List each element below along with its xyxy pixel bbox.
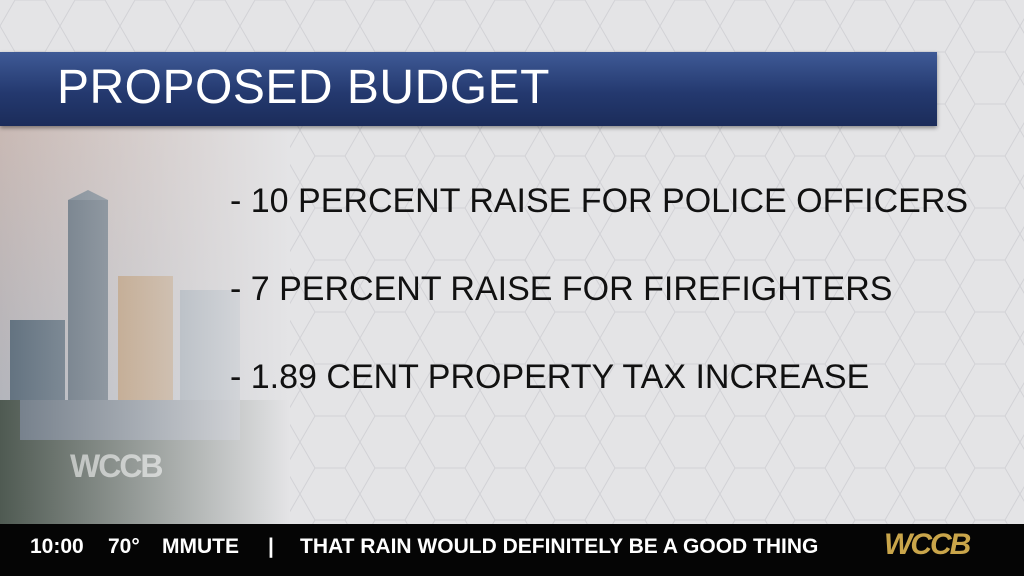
ticker-time: 10:00: [30, 535, 84, 558]
ticker-bar: [0, 524, 1024, 576]
bullet: - 1.89 CENT PROPERTY TAX INCREASE: [230, 358, 870, 396]
watermark: WCCB: [70, 448, 164, 484]
bullet: - 10 PERCENT RAISE FOR POLICE OFFICERS: [230, 182, 969, 220]
ticker-separator: |: [268, 535, 274, 558]
ticker-headline: THAT RAIN WOULD DEFINITELY BE A GOOD THI…: [300, 535, 819, 558]
logo: WCCB: [884, 528, 971, 561]
ticker-temperature: 70°: [108, 535, 140, 558]
title-bar: [0, 52, 937, 126]
ticker-label: MMUTE: [162, 535, 239, 558]
city-image: [0, 126, 290, 526]
bullet: - 7 PERCENT RAISE FOR FIREFIGHTERS: [230, 270, 893, 308]
title: PROPOSED BUDGET: [57, 61, 550, 114]
